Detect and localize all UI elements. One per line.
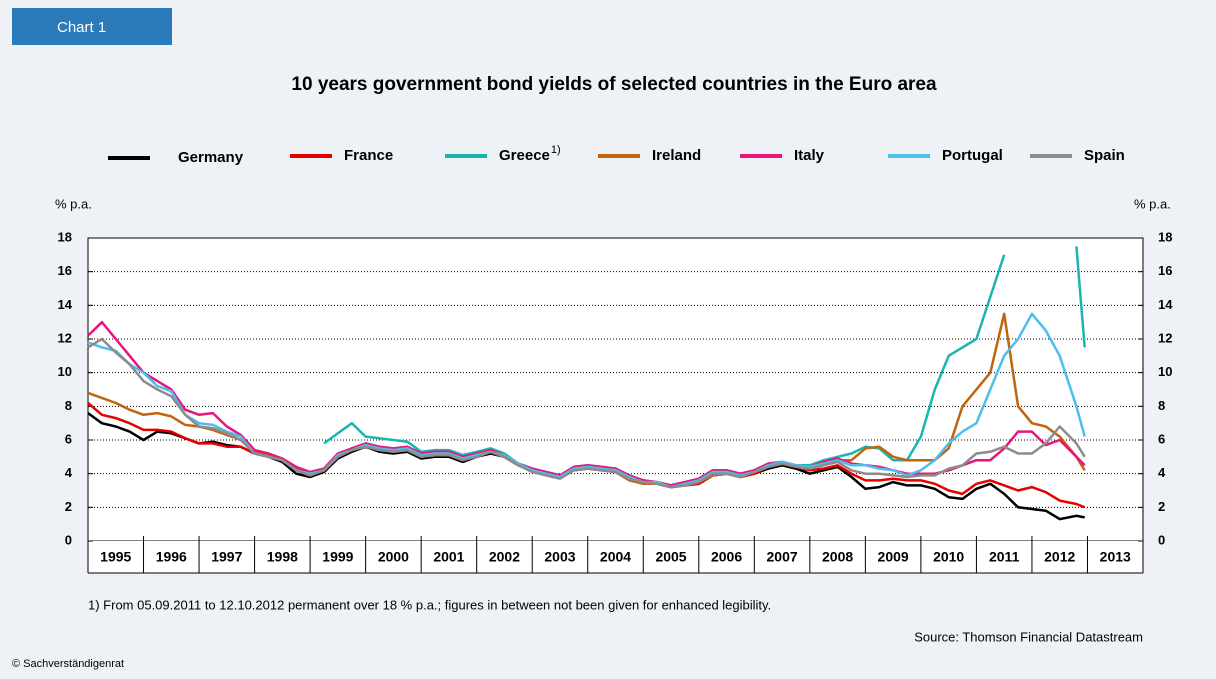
x-tick-label: 2008	[822, 549, 853, 565]
legend-label: France	[344, 147, 393, 164]
x-tick-label: 2013	[1100, 549, 1131, 565]
y-tick-label: 8	[65, 398, 72, 413]
footnote: 1) From 05.09.2011 to 12.10.2012 permane…	[88, 597, 771, 612]
x-tick-label: 2000	[378, 549, 409, 565]
x-tick-label: 2005	[655, 549, 686, 565]
chart-title: 10 years government bond yields of selec…	[291, 74, 937, 95]
y-tick-label: 4	[65, 465, 73, 480]
y2-tick-label: 0	[1158, 532, 1165, 547]
y2-tick-label: 4	[1158, 465, 1166, 480]
y2-tick-label: 18	[1158, 229, 1172, 244]
x-tick-label: 1995	[100, 549, 131, 565]
legend-label: Germany	[178, 149, 244, 166]
x-tick-label: 1999	[322, 549, 353, 565]
series-line	[87, 337, 1086, 489]
y2-tick-label: 12	[1158, 330, 1172, 345]
y-tick-label: 0	[65, 532, 72, 547]
source: Source: Thomson Financial Datastream	[914, 629, 1143, 644]
y-tick-label: 10	[58, 364, 72, 379]
x-tick-label: 1998	[267, 549, 298, 565]
legend-label: Greece	[499, 147, 550, 164]
legend-label: Italy	[794, 147, 825, 164]
year-row	[88, 541, 1143, 573]
y-tick-label: 18	[58, 229, 72, 244]
y-axis-label: % p.a.	[55, 196, 92, 211]
x-tick-label: 2009	[878, 549, 909, 565]
x-tick-label: 2002	[489, 549, 520, 565]
x-tick-label: 2010	[933, 549, 964, 565]
x-tick-label: 2012	[1044, 549, 1075, 565]
x-tick-label: 2001	[433, 549, 464, 565]
x-tick-label: 2003	[544, 549, 575, 565]
plot-area	[87, 237, 1144, 542]
y2-tick-label: 2	[1158, 499, 1165, 514]
y2-axis-label: % p.a.	[1134, 196, 1171, 211]
tab-label: Chart 1	[57, 19, 106, 36]
y-tick-label: 2	[65, 499, 72, 514]
legend-label: Ireland	[652, 147, 701, 164]
y-tick-label: 16	[58, 263, 72, 278]
legend-superscript: 1)	[551, 144, 561, 156]
y-tick-label: 6	[65, 431, 72, 446]
tab	[12, 8, 172, 45]
copyright: © Sachverständigenrat	[12, 658, 124, 670]
x-tick-label: 2011	[989, 549, 1020, 565]
y2-tick-label: 14	[1158, 297, 1173, 312]
x-tick-label: 2004	[600, 549, 631, 565]
y2-tick-label: 16	[1158, 263, 1172, 278]
y-tick-label: 12	[58, 330, 72, 345]
series-line	[87, 320, 1086, 487]
x-tick-label: 1996	[156, 549, 187, 565]
x-tick-label: 2007	[767, 549, 798, 565]
x-tick-label: 1997	[211, 549, 242, 565]
x-tick-label: 2006	[711, 549, 742, 565]
y2-tick-label: 10	[1158, 364, 1172, 379]
legend-label: Spain	[1084, 147, 1125, 164]
y2-tick-label: 8	[1158, 398, 1165, 413]
y-tick-label: 14	[58, 297, 73, 312]
y2-tick-label: 6	[1158, 431, 1165, 446]
legend-label: Portugal	[942, 147, 1003, 164]
